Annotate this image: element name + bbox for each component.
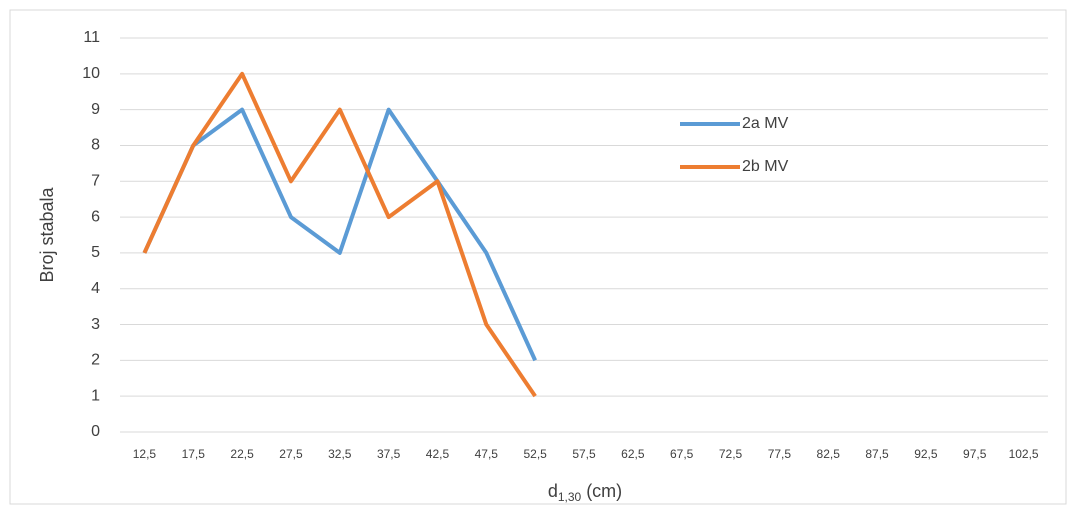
- x-tick-label: 42,5: [426, 447, 450, 461]
- x-tick-label: 17,5: [182, 447, 206, 461]
- x-axis-label: d1,30 (cm): [548, 481, 622, 504]
- series-line: [142, 107, 537, 362]
- y-tick-label: 8: [91, 137, 100, 154]
- x-label-main: d: [548, 481, 558, 501]
- x-tick-label: 92,5: [914, 447, 938, 461]
- x-tick-label: 12,5: [133, 447, 157, 461]
- y-tick-label: 0: [91, 423, 100, 440]
- y-tick-label: 3: [91, 316, 100, 333]
- x-tick-label: 102,5: [1009, 447, 1039, 461]
- y-tick-label: 11: [83, 29, 100, 46]
- y-tick-label: 4: [91, 280, 100, 297]
- y-tick-label: 9: [91, 101, 100, 118]
- x-tick-label: 52,5: [523, 447, 547, 461]
- x-tick-label: 87,5: [865, 447, 889, 461]
- x-tick-label: 32,5: [328, 447, 352, 461]
- y-tick-label: 1: [91, 387, 100, 404]
- y-tick-label: 10: [82, 65, 100, 82]
- x-tick-label: 77,5: [768, 447, 792, 461]
- x-tick-label: 47,5: [475, 447, 499, 461]
- y-axis-label: Broj stabala: [37, 186, 57, 282]
- x-tick-label: 97,5: [963, 447, 987, 461]
- y-tick-label: 7: [91, 172, 100, 189]
- x-tick-label: 82,5: [817, 447, 841, 461]
- series-line: [142, 71, 537, 398]
- x-label-sub: 1,30: [558, 490, 582, 504]
- y-tick-label: 6: [91, 208, 100, 225]
- x-tick-label: 37,5: [377, 447, 401, 461]
- y-tick-label: 2: [91, 352, 100, 369]
- legend-label: 2a MV: [742, 115, 789, 132]
- x-tick-label: 57,5: [572, 447, 596, 461]
- chart-frame: [9, 9, 1067, 505]
- x-tick-label: 72,5: [719, 447, 743, 461]
- legend-label: 2b MV: [742, 158, 789, 175]
- x-tick-label: 62,5: [621, 447, 645, 461]
- y-tick-label: 5: [91, 244, 100, 261]
- x-label-unit: (cm): [586, 481, 622, 501]
- x-tick-label: 27,5: [279, 447, 303, 461]
- x-tick-label: 67,5: [670, 447, 694, 461]
- x-tick-label: 22,5: [230, 447, 254, 461]
